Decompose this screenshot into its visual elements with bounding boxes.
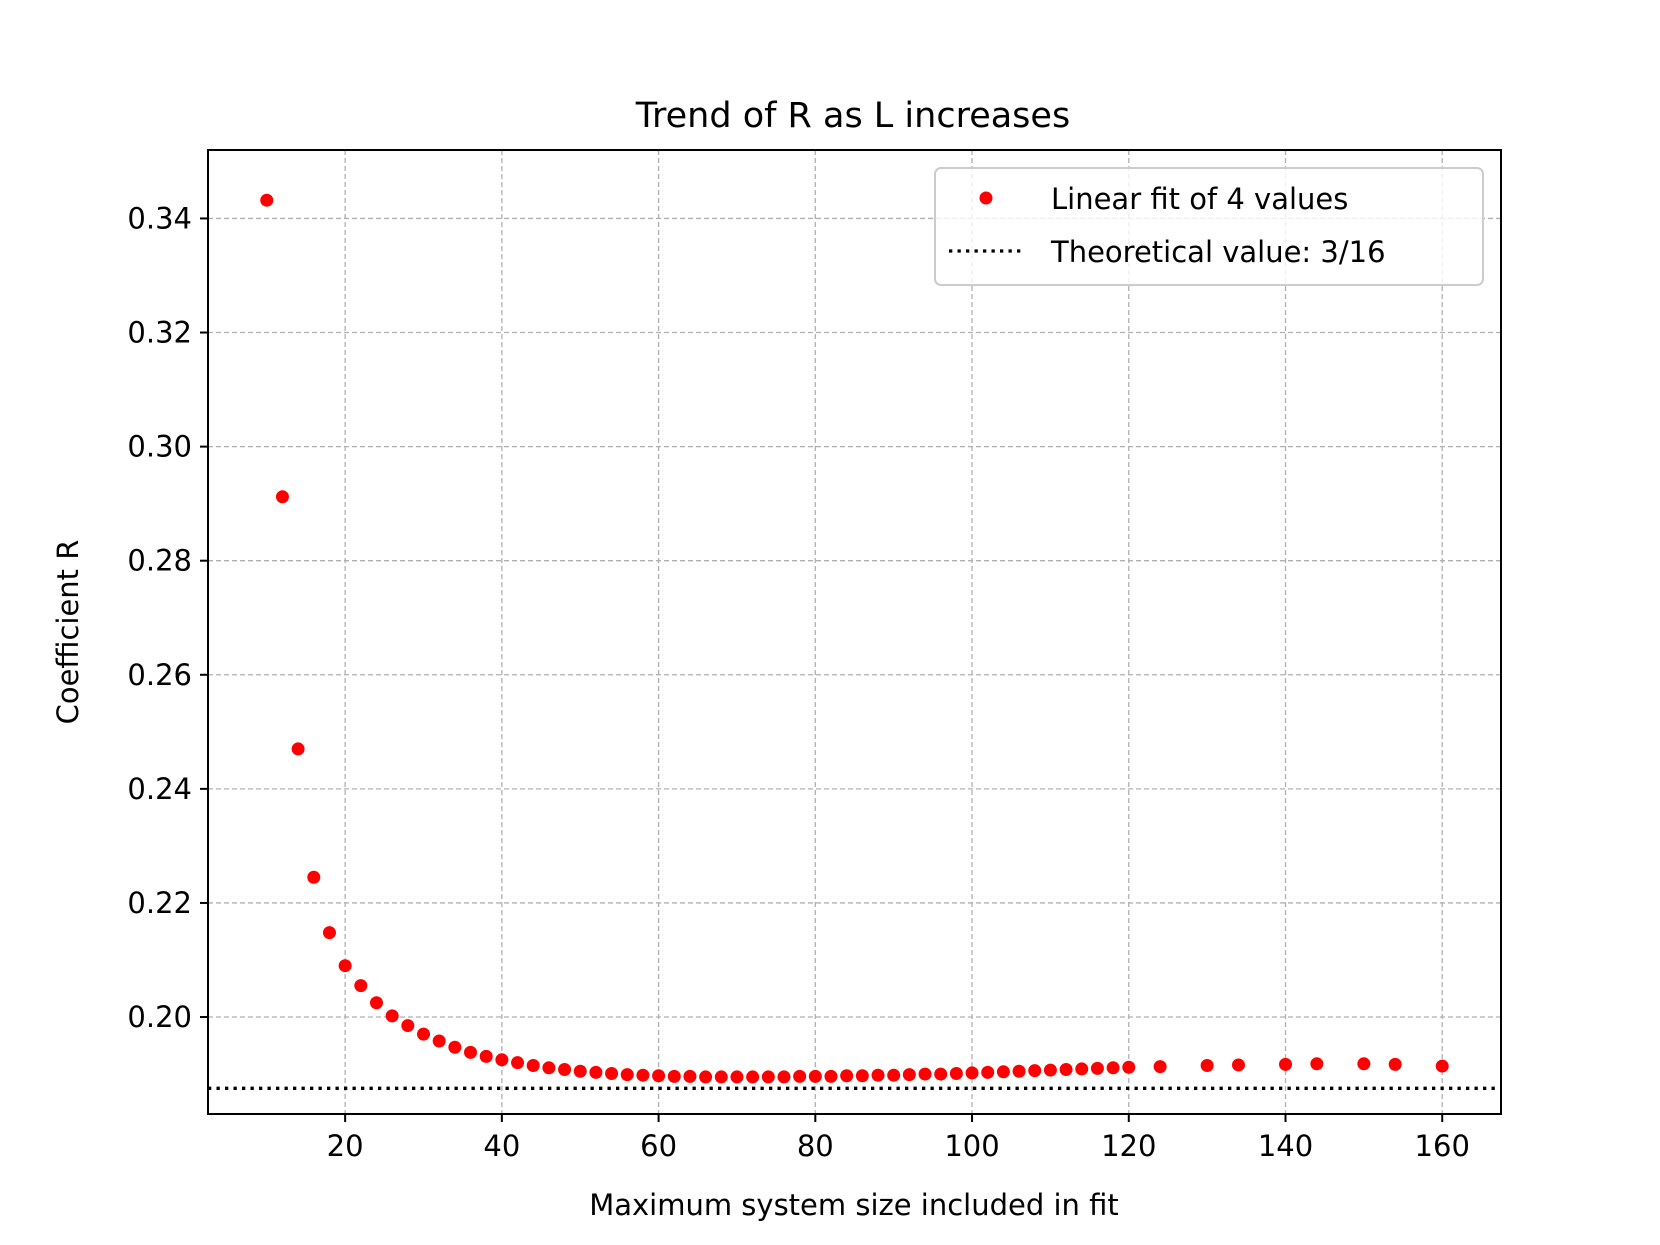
data-point [824,1069,838,1083]
data-point [1357,1057,1371,1071]
data-point [996,1065,1010,1079]
data-point [840,1069,854,1083]
data-point [981,1065,995,1079]
data-point [887,1068,901,1082]
data-point [652,1069,666,1083]
grid-layer [208,150,1501,1114]
data-point [1200,1059,1214,1073]
x-tick-label: 100 [944,1129,999,1163]
data-point [354,979,368,993]
data-point [949,1067,963,1081]
data-point [275,490,289,504]
legend-entry-linear-fit: Linear fit of 4 values [1051,182,1348,216]
x-tick-label: 20 [327,1129,364,1163]
data-point [338,959,352,973]
x-tick-label: 40 [483,1129,520,1163]
y-axis-label: Coefficient R [51,540,85,725]
data-point [965,1066,979,1080]
data-point [934,1067,948,1081]
x-tick-label: 140 [1258,1129,1313,1163]
data-point [432,1034,446,1048]
points-layer [260,193,1449,1084]
legend: Linear fit of 4 values Theoretical value… [934,167,1484,286]
data-point [855,1069,869,1083]
data-point [918,1067,932,1081]
chart-title: Trend of R as L increases [635,96,1070,136]
y-tick-label: 0.30 [127,430,192,464]
y-tick-label: 0.32 [127,316,192,350]
data-point [589,1065,603,1079]
data-point [1090,1061,1104,1075]
data-point [1012,1064,1026,1078]
data-point [1075,1062,1089,1076]
data-point [385,1009,399,1023]
y-tick-label: 0.24 [127,772,192,806]
x-tick-label: 60 [640,1129,677,1163]
data-point [401,1019,415,1033]
data-point [777,1070,791,1084]
legend-box [934,167,1484,286]
data-point [808,1069,822,1083]
legend-marker-scatter [979,191,993,205]
data-point [558,1063,572,1077]
data-point [322,926,336,940]
data-point [1310,1057,1324,1071]
data-point [620,1068,634,1082]
legend-entry-theoretical: Theoretical value: 3/16 [1050,235,1386,269]
data-point [793,1069,807,1083]
data-point [871,1068,885,1082]
x-axis-label: Maximum system size included in fit [589,1188,1119,1222]
data-point [746,1070,760,1084]
data-point [605,1067,619,1081]
data-point [636,1068,650,1082]
y-tick-label: 0.26 [127,658,192,692]
y-tick-label: 0.28 [127,544,192,578]
y-tick-label: 0.34 [127,201,192,235]
x-axis: 20 40 60 80 100 120 140 160 [327,1114,1470,1163]
data-point [667,1069,681,1083]
plot-frame [207,149,1502,1115]
data-point [1106,1061,1120,1075]
data-point [260,193,274,207]
data-point [1435,1059,1449,1073]
data-point [1231,1058,1245,1072]
data-point [573,1064,587,1078]
data-point [1028,1064,1042,1078]
data-point [730,1070,744,1084]
data-point [417,1027,430,1041]
data-point [307,870,321,884]
data-point [448,1040,462,1054]
x-tick-label: 160 [1415,1129,1470,1163]
data-point [1279,1057,1292,1071]
x-tick-label: 120 [1101,1129,1156,1163]
data-point [1059,1063,1073,1077]
data-point [464,1045,478,1059]
data-point [526,1059,540,1073]
data-point [902,1068,916,1082]
data-point [291,742,305,756]
y-tick-label: 0.20 [127,1000,192,1034]
y-axis: 0.20 0.22 0.24 0.26 0.28 0.30 0.32 0.34 [127,201,208,1034]
data-point [1388,1057,1402,1071]
data-point [699,1070,713,1084]
y-tick-label: 0.22 [127,886,192,920]
data-point [1043,1063,1057,1077]
data-point [479,1049,493,1063]
data-point [495,1053,509,1067]
data-point [683,1069,697,1083]
data-point [511,1056,525,1070]
data-point [542,1061,556,1075]
data-point [369,996,383,1010]
data-point [761,1070,775,1084]
data-point [714,1070,728,1084]
data-point [1122,1060,1136,1074]
data-point [1153,1060,1167,1074]
x-tick-label: 80 [797,1129,834,1163]
